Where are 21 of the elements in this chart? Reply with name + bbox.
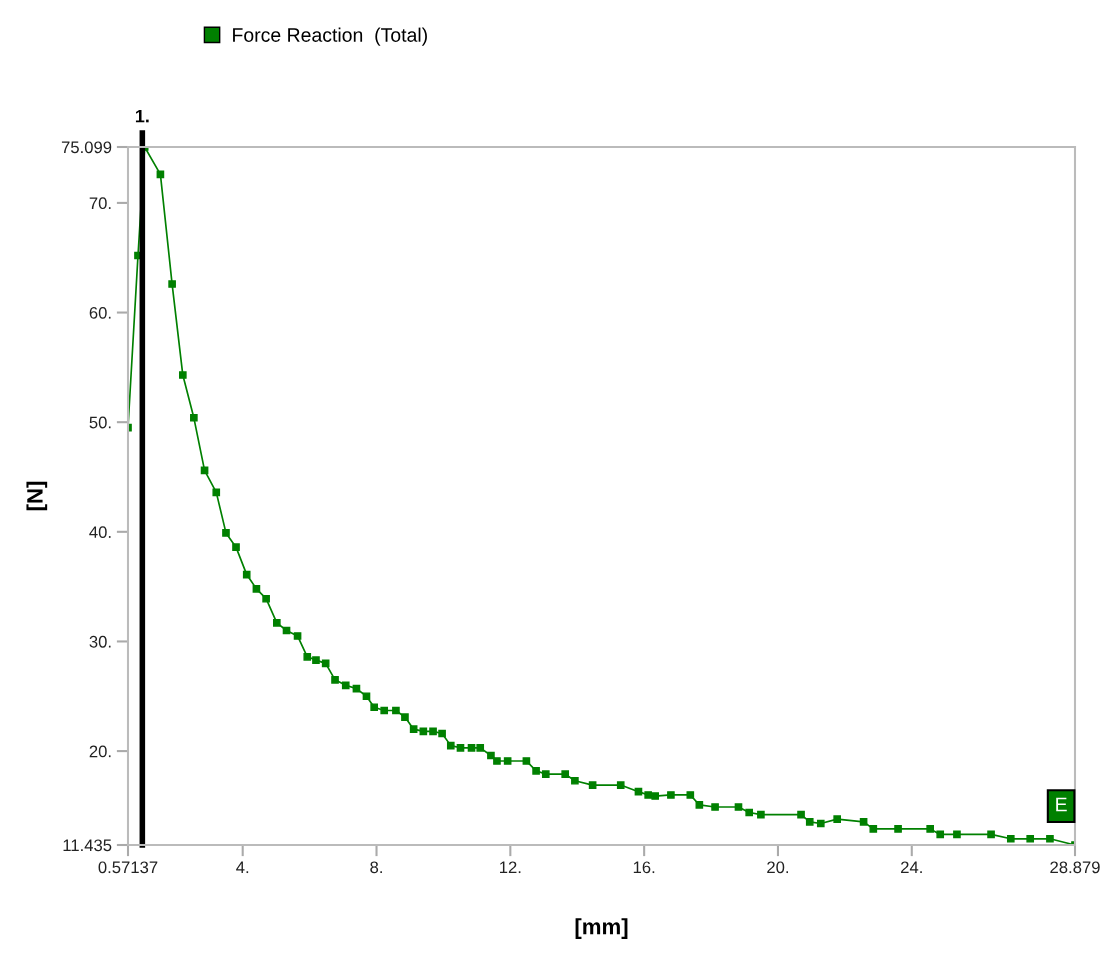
y-tick-label: 30. xyxy=(89,635,111,648)
x-tick-label: 8. xyxy=(370,861,382,874)
x-axis-title: [mm] xyxy=(575,918,628,939)
y-tick-label: 50. xyxy=(89,416,111,429)
y-tick-label: 11.435 xyxy=(63,839,112,852)
y-tick-label: 40. xyxy=(89,526,111,539)
y-axis-title: [N] xyxy=(26,481,48,511)
ref-line-label: 1. xyxy=(135,109,149,123)
x-tick-label: 28.879 xyxy=(1050,861,1100,874)
y-tick-label: 75.099 xyxy=(61,141,112,154)
x-tick-label: 24. xyxy=(901,861,922,874)
y-tick-label: 20. xyxy=(89,745,111,758)
x-tick-label: 20. xyxy=(767,861,789,874)
y-tick-label: 70. xyxy=(89,197,111,210)
x-tick-label: 16. xyxy=(633,861,655,874)
x-tick-label: 0.57137 xyxy=(98,861,158,874)
y-tick-label: 60. xyxy=(89,306,111,319)
x-tick-label: 12. xyxy=(500,861,521,874)
x-tick-label: 4. xyxy=(236,861,249,874)
annotation: E xyxy=(1056,797,1067,812)
legend-label: Force Reaction (Total) xyxy=(233,27,427,46)
